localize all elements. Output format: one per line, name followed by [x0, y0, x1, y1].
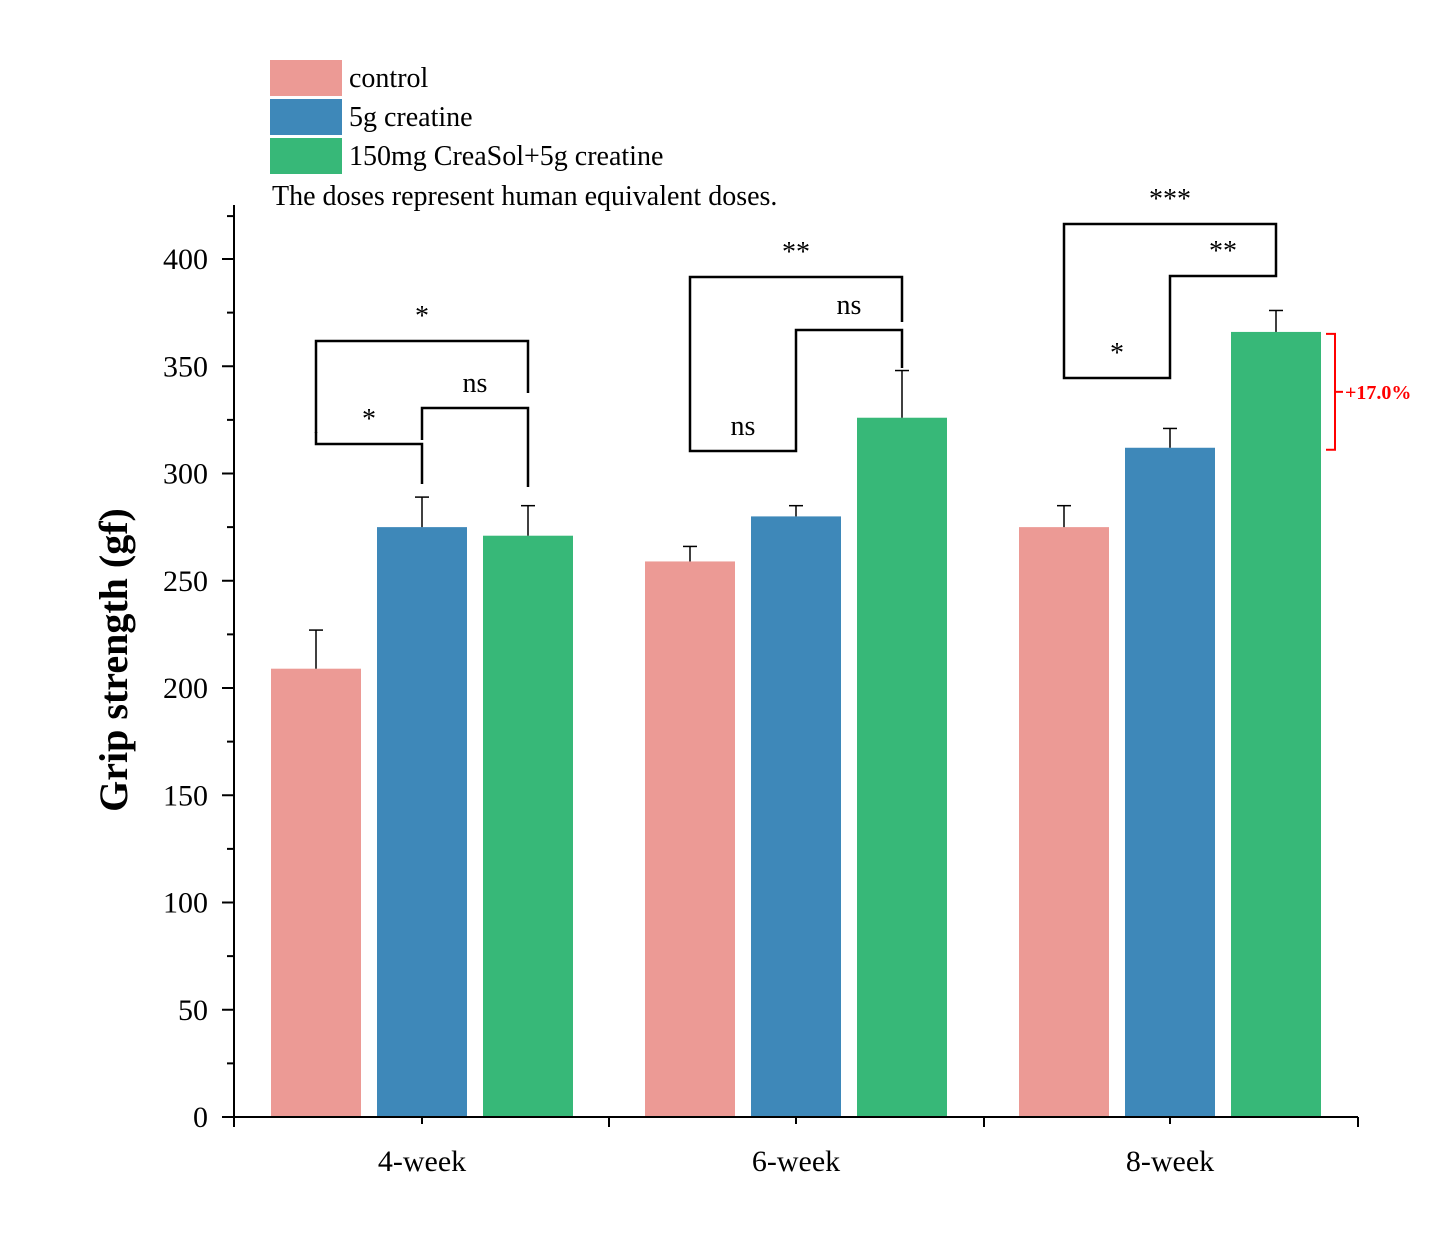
significance-bracket	[1168, 266, 1278, 364]
significance-bracket	[314, 339, 530, 433]
significance-bracket	[420, 406, 530, 487]
significance-label: *	[415, 301, 429, 332]
error-bar	[1057, 504, 1071, 528]
significance-label: *	[362, 404, 376, 435]
bar-control-6-week	[645, 561, 735, 1117]
x-category-label: 6-week	[752, 1145, 840, 1178]
y-tick-label: 50	[178, 994, 208, 1027]
significance-bracket	[1062, 222, 1278, 371]
error-bar	[1269, 309, 1283, 332]
y-tick-label: 0	[193, 1101, 208, 1134]
significance-bracket-line	[1168, 266, 1278, 364]
percent-annotation: +17.0%	[1345, 382, 1411, 404]
significance-bracket	[794, 328, 904, 438]
significance-bracket-line	[314, 339, 530, 433]
significance-bracket-line	[794, 328, 904, 438]
significance-label: ns	[463, 368, 488, 399]
legend-note: The doses represent human equivalent dos…	[272, 181, 777, 212]
significance-label: ***	[1149, 184, 1191, 215]
bar-150mg-creasol-5g-creatine-6-week	[857, 417, 947, 1118]
significance-bracket	[688, 275, 904, 438]
bar-5g-creatine-8-week	[1125, 447, 1215, 1117]
y-tick-label: 300	[163, 458, 208, 491]
legend-swatch	[270, 138, 342, 174]
significance-label: ns	[731, 411, 756, 442]
significance-bracket-line	[688, 438, 798, 453]
legend-label: 5g creatine	[349, 102, 473, 133]
error-bar	[521, 504, 535, 536]
error-bar	[895, 369, 909, 418]
significance-bracket-line	[314, 432, 424, 484]
error-bar	[415, 496, 429, 528]
error-bar	[683, 545, 697, 562]
significance-label: **	[1209, 236, 1237, 267]
x-category-label: 4-week	[378, 1145, 466, 1178]
significance-bracket	[1062, 364, 1172, 380]
x-category-label: 8-week	[1126, 1145, 1214, 1178]
significance-bracket-line	[1062, 222, 1278, 371]
legend-swatch	[270, 99, 342, 135]
y-axis-title: Grip strength (gf)	[91, 508, 136, 812]
bar-5g-creatine-4-week	[377, 527, 467, 1117]
legend-label: 150mg CreaSol+5g creatine	[349, 141, 663, 172]
bar-control-4-week	[271, 668, 361, 1117]
percent-bracket	[1326, 332, 1343, 451]
bar-5g-creatine-6-week	[751, 516, 841, 1117]
y-tick-label: 200	[163, 672, 208, 705]
significance-label: *	[1110, 338, 1124, 369]
legend-label: control	[349, 63, 429, 94]
y-tick-label: 350	[163, 350, 208, 383]
significance-bracket	[314, 432, 424, 484]
significance-bracket	[688, 438, 798, 453]
significance-label: ns	[837, 290, 862, 321]
error-bar	[309, 629, 323, 669]
y-tick-label: 400	[163, 243, 208, 276]
significance-label: **	[782, 237, 810, 268]
error-bar	[1163, 427, 1177, 448]
y-tick-label: 250	[163, 565, 208, 598]
significance-bracket-line	[688, 275, 904, 438]
legend-swatch	[270, 60, 342, 96]
bar-150mg-creasol-5g-creatine-8-week	[1231, 331, 1321, 1117]
percent-bracket-line	[1326, 332, 1336, 451]
bar-150mg-creasol-5g-creatine-4-week	[483, 535, 573, 1117]
error-bar	[789, 504, 803, 517]
y-tick-label: 150	[163, 779, 208, 812]
bar-control-8-week	[1019, 527, 1109, 1117]
significance-bracket-line	[1062, 364, 1172, 380]
significance-bracket-line	[420, 406, 530, 487]
y-tick-label: 100	[163, 887, 208, 920]
